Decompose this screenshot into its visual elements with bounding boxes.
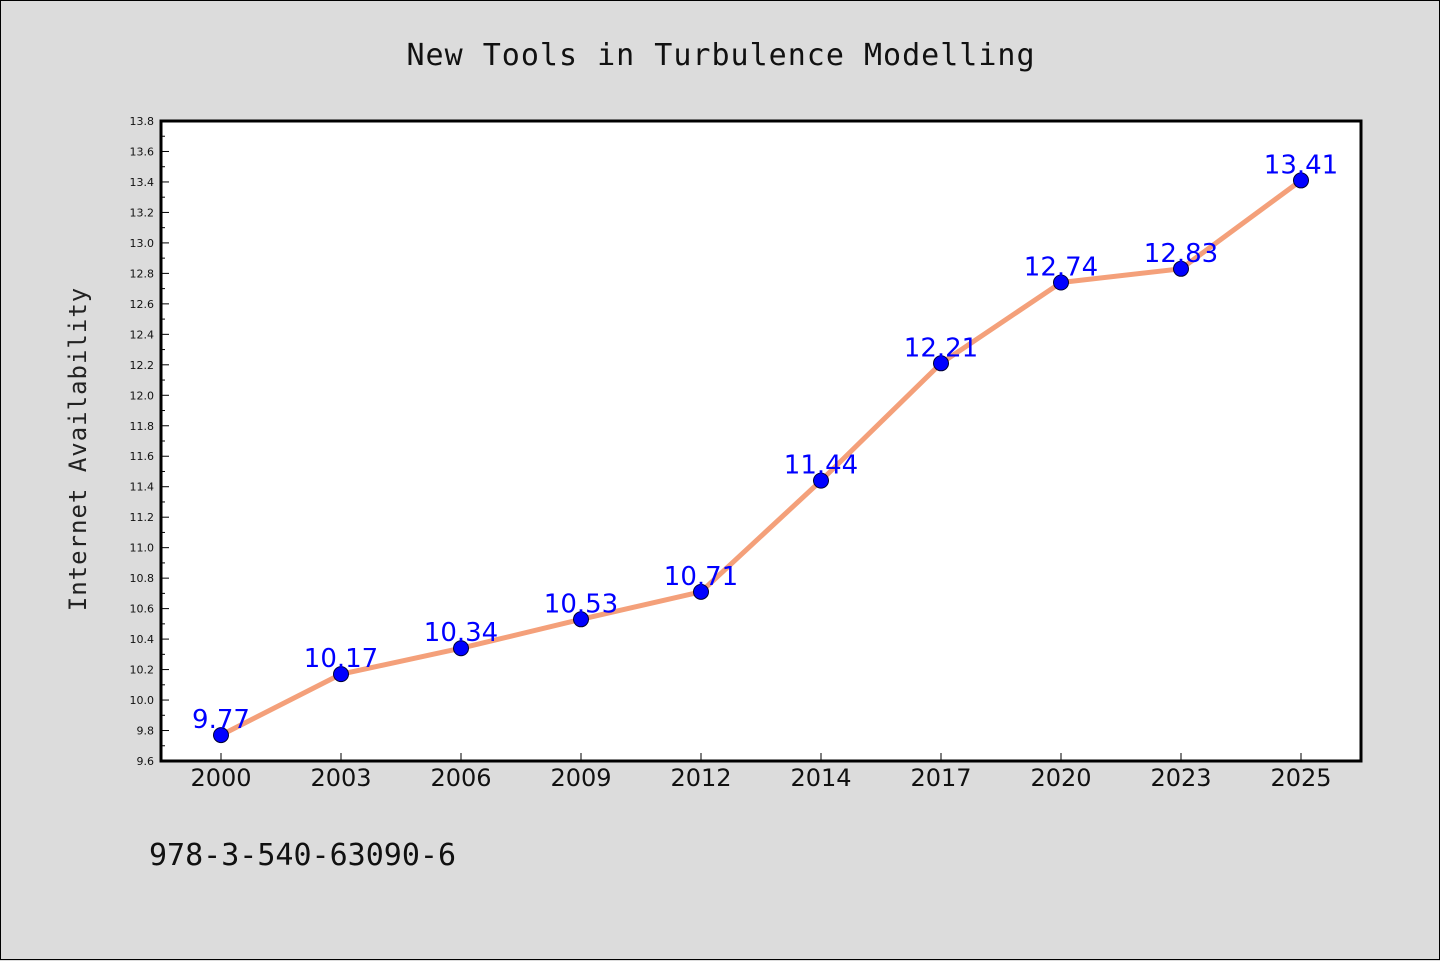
y-axis: 9.6 9.8 10.0 10.2 10.4 10.6 10.8 11.0 11.2 11.4 11… bbox=[130, 115, 169, 768]
y-tick-label: 10.8 bbox=[130, 572, 155, 585]
series-line bbox=[218, 177, 1304, 738]
data-point bbox=[933, 355, 949, 372]
x-tick-label: 2009 bbox=[550, 764, 611, 792]
data-point bbox=[333, 666, 349, 683]
x-tick-label: 2012 bbox=[670, 764, 731, 792]
x-tick-label: 2023 bbox=[1150, 764, 1211, 792]
y-tick-label: 12.6 bbox=[130, 298, 155, 311]
series-group: 9.77 10.17 10.34 10.53 10.71 11.44 12.21 12.74 1… bbox=[192, 150, 1338, 744]
y-tick-label: 10.6 bbox=[130, 603, 155, 616]
data-point bbox=[1053, 274, 1069, 291]
data-label: 11.44 bbox=[784, 451, 858, 481]
plot-area bbox=[159, 119, 1363, 763]
y-tick-label: 10.2 bbox=[130, 664, 155, 677]
y-tick-label: 12.8 bbox=[130, 267, 155, 280]
x-tick-label: 2003 bbox=[310, 764, 371, 792]
y-tick-label: 12.0 bbox=[130, 389, 155, 402]
data-point bbox=[1293, 172, 1309, 189]
x-tick-label: 2000 bbox=[190, 764, 251, 792]
data-label: 10.17 bbox=[304, 644, 378, 674]
data-label: 9.77 bbox=[192, 705, 250, 735]
data-label: 13.41 bbox=[1264, 150, 1338, 180]
y-tick-label: 9.8 bbox=[137, 725, 155, 738]
data-label: 10.34 bbox=[424, 618, 498, 648]
y-tick-label: 13.6 bbox=[130, 145, 155, 158]
data-label: 12.21 bbox=[904, 333, 978, 363]
y-tick-label: 13.0 bbox=[130, 237, 155, 250]
x-tick-label: 2020 bbox=[1030, 764, 1091, 792]
x-tick-label: 2014 bbox=[790, 764, 851, 792]
data-label: 10.53 bbox=[544, 589, 618, 619]
x-axis: 2000 2003 2006 2009 2012 2014 2017 2020 2023 2025 bbox=[190, 753, 1332, 792]
y-tick-label: 13.8 bbox=[130, 115, 155, 128]
y-tick-label: 10.4 bbox=[130, 633, 155, 646]
y-tick-label: 10.0 bbox=[130, 694, 155, 707]
data-point bbox=[693, 583, 709, 600]
y-tick-label: 13.4 bbox=[130, 176, 155, 189]
data-point bbox=[813, 472, 829, 489]
y-tick-label: 11.4 bbox=[130, 481, 155, 494]
y-tick-label: 9.6 bbox=[137, 755, 155, 768]
y-tick-label: 13.2 bbox=[130, 206, 155, 219]
y-tick-label: 11.0 bbox=[130, 542, 155, 555]
y-tick-label: 11.2 bbox=[130, 511, 155, 524]
data-point bbox=[453, 640, 469, 657]
data-label: 10.71 bbox=[664, 562, 738, 592]
x-tick-label: 2006 bbox=[430, 764, 491, 792]
data-point bbox=[573, 611, 589, 628]
data-label: 12.83 bbox=[1144, 239, 1218, 269]
x-tick-label: 2017 bbox=[910, 764, 971, 792]
x-tick-label: 2025 bbox=[1270, 764, 1331, 792]
y-tick-label: 11.6 bbox=[130, 450, 155, 463]
data-point bbox=[213, 727, 229, 744]
data-point bbox=[1173, 260, 1189, 277]
y-tick-label: 12.4 bbox=[130, 328, 155, 341]
y-tick-label: 12.2 bbox=[130, 359, 155, 372]
data-label: 12.74 bbox=[1024, 253, 1098, 283]
y-axis-label: Internet Availability bbox=[64, 287, 92, 611]
isbn-label: 978-3-540-63090-6 bbox=[149, 838, 456, 873]
chart-title: New Tools in Turbulence Modelling bbox=[406, 38, 1035, 73]
y-tick-label: 11.8 bbox=[130, 420, 155, 433]
